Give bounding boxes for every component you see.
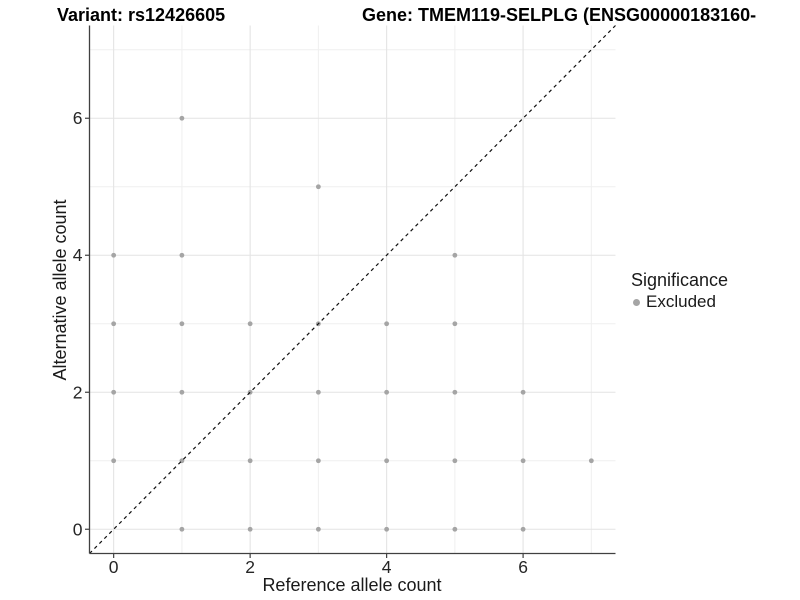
- scatter-point: [247, 458, 253, 464]
- scatter-point: [111, 389, 117, 395]
- x-tick-label: 0: [109, 557, 119, 577]
- scatter-point: [452, 321, 458, 327]
- y-tick-label: 4: [73, 245, 83, 265]
- scatter-point: [179, 115, 185, 121]
- scatter-point: [588, 458, 594, 464]
- scatter-point: [384, 321, 390, 327]
- legend-item-excluded: Excluded: [631, 291, 728, 312]
- legend-point-icon: [633, 298, 640, 306]
- legend-title: Significance: [631, 270, 729, 290]
- x-tick-label: 2: [245, 557, 255, 577]
- scatter-point: [452, 526, 458, 532]
- legend: Significance Excluded: [631, 270, 728, 311]
- identity-line: [89, 25, 616, 554]
- scatter-point: [384, 526, 390, 532]
- x-tick-label: 6: [518, 557, 528, 577]
- y-tick-label: 0: [73, 519, 83, 539]
- scatter-point: [520, 526, 526, 532]
- y-tick-label: 6: [73, 108, 83, 128]
- scatter-point: [247, 526, 253, 532]
- scatter-point: [315, 389, 321, 395]
- scatter-point: [179, 252, 185, 258]
- scatter-point: [315, 458, 321, 464]
- y-tick-label: 2: [73, 382, 83, 402]
- variant-title: Variant: rs12426605: [57, 5, 226, 25]
- legend-item-label: Excluded: [646, 291, 716, 311]
- scatter-point: [247, 321, 253, 327]
- scatter-point: [452, 458, 458, 464]
- scatter-point: [452, 389, 458, 395]
- scatter-point: [315, 184, 321, 190]
- scatter-point: [179, 526, 185, 532]
- scatter-point: [179, 321, 185, 327]
- scatter-point: [452, 252, 458, 258]
- scatter-point: [520, 389, 526, 395]
- scatter-point: [520, 458, 526, 464]
- scatter-point: [384, 389, 390, 395]
- scatter-point: [111, 458, 117, 464]
- scatter-point: [111, 252, 117, 258]
- scatter-point: [111, 321, 117, 327]
- gene-title: Gene: TMEM119-SELPLG (ENSG00000183160-: [362, 5, 757, 25]
- scatter-point: [384, 458, 390, 464]
- x-tick-label: 4: [382, 557, 392, 577]
- scatter-point: [179, 389, 185, 395]
- scatter-point: [315, 526, 321, 532]
- x-axis-title: Reference allele count: [262, 575, 442, 595]
